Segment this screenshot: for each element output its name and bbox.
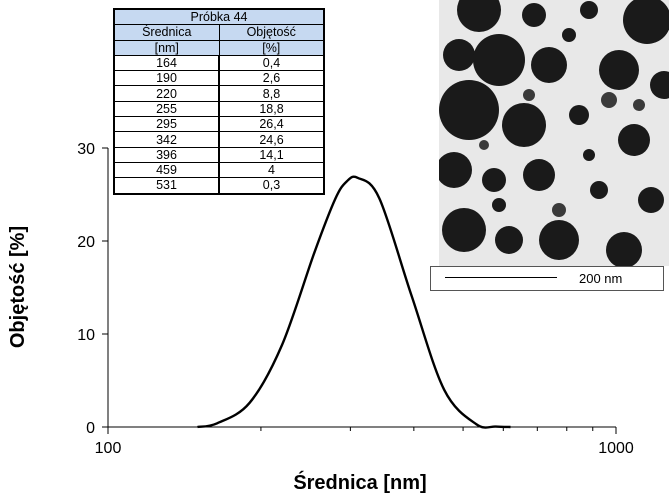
table-cell-volume: 8,8 bbox=[218, 85, 325, 102]
table-cell-diameter: 164 bbox=[113, 54, 220, 72]
table-cell-volume: 2,6 bbox=[218, 70, 325, 87]
table-cell-volume: 0,3 bbox=[218, 177, 325, 195]
table-row: 295 26,4 bbox=[113, 116, 325, 133]
table-row: 531 0,3 bbox=[113, 177, 325, 195]
table-row: 342 24,6 bbox=[113, 131, 325, 148]
table-header-diameter: Średnica bbox=[113, 24, 220, 41]
x-axis-title: Średnica [nm] bbox=[293, 470, 426, 494]
distribution-curve bbox=[197, 175, 511, 429]
axes bbox=[102, 147, 617, 434]
table-cell-diameter: 396 bbox=[113, 146, 220, 163]
scale-bar-label: 200 nm bbox=[579, 271, 623, 286]
table-cell-diameter: 531 bbox=[113, 177, 220, 195]
table-cell-volume: 14,1 bbox=[218, 146, 325, 163]
table-cell-volume: 18,8 bbox=[218, 100, 325, 118]
y-tick-label: 30 bbox=[77, 141, 95, 158]
table-row: 190 2,6 bbox=[113, 70, 325, 87]
scale-bar bbox=[445, 277, 557, 278]
table-cell-diameter: 190 bbox=[113, 70, 220, 87]
table-row: 459 4 bbox=[113, 161, 325, 179]
table-cell-diameter: 459 bbox=[113, 161, 220, 179]
x-tick-label: 1000 bbox=[598, 440, 634, 457]
y-tick-label: 20 bbox=[77, 234, 95, 251]
x-tick-label: 100 bbox=[95, 440, 122, 457]
table-row: 220 8,8 bbox=[113, 85, 325, 102]
table-cell-diameter: 255 bbox=[113, 100, 220, 118]
table-cell-volume: 26,4 bbox=[218, 116, 325, 133]
y-tick-label: 10 bbox=[77, 327, 95, 344]
table-row: 255 18,8 bbox=[113, 100, 325, 118]
table-row: 396 14,1 bbox=[113, 146, 325, 163]
table-cell-volume: 4 bbox=[218, 161, 325, 179]
table-cell-diameter: 342 bbox=[113, 131, 220, 148]
table-title: Próbka 44 bbox=[113, 8, 325, 26]
table-unit-diameter: [nm] bbox=[113, 39, 220, 56]
tick-labels: 0 10 20 30 100 1000 bbox=[77, 141, 634, 457]
data-table: Próbka 44 Średnica Objętość [nm] [%] 164… bbox=[113, 8, 325, 195]
y-tick-label: 0 bbox=[86, 420, 95, 437]
y-axis-title: Objętość [%] bbox=[7, 226, 29, 348]
table-cell-diameter: 295 bbox=[113, 116, 220, 133]
table-cell-diameter: 220 bbox=[113, 85, 220, 102]
table-unit-volume: [%] bbox=[218, 39, 325, 56]
table-cell-volume: 24,6 bbox=[218, 131, 325, 148]
table-header-volume: Objętość bbox=[218, 24, 325, 41]
tem-micrograph bbox=[439, 0, 669, 266]
scale-bar-box: 200 nm bbox=[430, 266, 664, 291]
table-cell-volume: 0,4 bbox=[218, 54, 325, 72]
table-row: 164 0,4 bbox=[113, 54, 325, 72]
